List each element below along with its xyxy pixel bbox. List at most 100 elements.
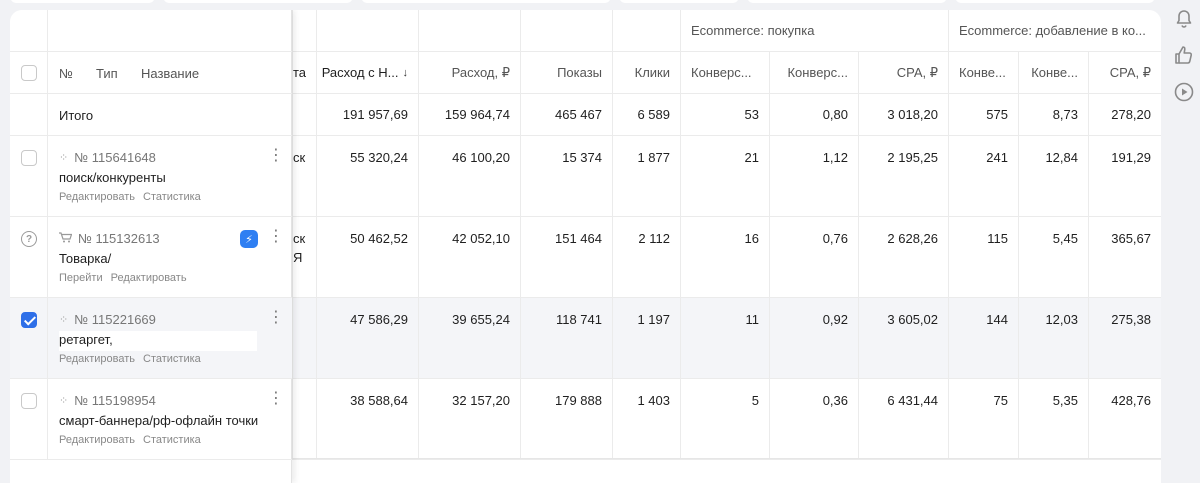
campaign-id: № 115132613 (59, 231, 160, 246)
cell-conversions-cart: 144 (948, 298, 1018, 378)
toolbar-pill[interactable] (619, 0, 739, 3)
header-spend-nds-label: Расход с Н... (321, 65, 399, 80)
cell-conversion-rate-purchase: 0,76 (769, 217, 858, 297)
row-fragment: ск Я (292, 217, 316, 297)
header-number[interactable]: № (59, 66, 73, 81)
campaign-row-selected[interactable]: ⁘ № 115221669 ретаргет, Редактировать Ст… (10, 298, 292, 379)
header-clicks[interactable]: Клики (612, 52, 680, 93)
header-fragment: та (292, 52, 316, 93)
cell-clicks: 2 112 (612, 217, 680, 297)
go-link[interactable]: Перейти (59, 272, 103, 284)
more-menu-icon[interactable]: ⋮ (268, 228, 284, 245)
campaign-row[interactable]: ? № 115132613 Товарка/ Перейти Редактиро… (10, 217, 292, 298)
cell-spend-nds: 47 586,29 (316, 298, 418, 378)
horizontal-scrollbar[interactable] (10, 458, 1161, 459)
campaign-actions: Редактировать Статистика (59, 353, 201, 365)
column-header-row: та Расход с Н... ↓ Расход, ₽ Показы Клики… (10, 52, 1161, 94)
toolbar-pill[interactable] (10, 0, 155, 3)
campaign-id: ⁘ № 115641648 (59, 150, 156, 165)
header-conversions-purchase[interactable]: Конверс... (680, 52, 769, 93)
header-name[interactable]: Название (141, 66, 200, 81)
cell-impressions: 15 374 (520, 136, 612, 216)
campaign-row[interactable]: ⁘ № 115198954 смарт-баннера/рф-офлайн то… (10, 379, 292, 460)
more-menu-icon[interactable]: ⋮ (268, 390, 284, 407)
row-checkbox[interactable] (21, 393, 37, 409)
total-spend-nds: 191 957,69 (316, 94, 418, 135)
total-label: Итого (59, 108, 94, 123)
select-all-checkbox[interactable] (21, 65, 37, 81)
cell-cpa-cart: 428,76 (1088, 379, 1161, 459)
cell-conversion-rate-cart: 12,03 (1018, 298, 1088, 378)
cell-clicks: 1 403 (612, 379, 680, 459)
smart-campaign-icon: ⁘ (59, 152, 69, 164)
row-checkbox[interactable] (21, 150, 37, 166)
campaign-name[interactable]: поиск/конкуренты (59, 170, 166, 185)
toolbar-pill[interactable] (361, 0, 611, 3)
campaign-table: Ecommerce: покупка Ecommerce: добавление… (10, 10, 1161, 483)
campaign-id: ⁘ № 115221669 (59, 312, 156, 327)
campaign-name[interactable]: смарт-баннера/рф-офлайн точки (59, 413, 259, 428)
header-conversion-rate-purchase[interactable]: Конверс... (769, 52, 858, 93)
header-spend-nds[interactable]: Расход с Н... ↓ (316, 52, 418, 93)
sticky-name-column: № Тип Название Итого ⁘ № 115641648 поиск… (10, 10, 292, 483)
bell-icon[interactable] (1173, 8, 1195, 30)
edit-link[interactable]: Редактировать (59, 353, 135, 365)
stats-link[interactable]: Статистика (143, 353, 201, 365)
cell-impressions: 179 888 (520, 379, 612, 459)
toolbar-pill[interactable] (747, 0, 947, 3)
header-impressions[interactable]: Показы (520, 52, 612, 93)
table-row[interactable]: ск 55 320,24 46 100,20 15 374 1 877 21 1… (10, 136, 1161, 217)
cell-spend: 32 157,20 (418, 379, 520, 459)
toolbar-pill[interactable] (163, 0, 353, 3)
header-spend[interactable]: Расход, ₽ (418, 52, 520, 93)
campaign-id: ⁘ № 115198954 (59, 393, 156, 408)
campaign-name[interactable]: ретаргет, (59, 332, 113, 347)
row-checkbox-checked[interactable] (21, 312, 37, 328)
header-type[interactable]: Тип (96, 66, 118, 81)
campaign-row[interactable]: ⁘ № 115641648 поиск/конкуренты Редактиро… (10, 136, 292, 217)
stats-link[interactable]: Статистика (143, 434, 201, 446)
lightning-icon[interactable]: ⚡ (240, 230, 258, 248)
cell-conversion-rate-purchase: 1,12 (769, 136, 858, 216)
more-menu-icon[interactable]: ⋮ (268, 309, 284, 326)
campaign-name[interactable]: Товарка/ (59, 251, 112, 266)
left-group-header (10, 10, 292, 52)
cell-spend-nds: 50 462,52 (316, 217, 418, 297)
more-menu-icon[interactable]: ⋮ (268, 147, 284, 164)
toolbar-pill[interactable] (955, 0, 1155, 3)
total-row: 191 957,69 159 964,74 465 467 6 589 53 0… (10, 94, 1161, 136)
edit-link[interactable]: Редактировать (59, 434, 135, 446)
cell-cpa-purchase: 2 195,25 (858, 136, 948, 216)
smart-campaign-icon: ⁘ (59, 395, 69, 407)
table-row[interactable]: 38 588,64 32 157,20 179 888 1 403 5 0,36… (10, 379, 1161, 460)
cell-cpa-purchase: 2 628,26 (858, 217, 948, 297)
thumbs-up-icon[interactable] (1173, 44, 1195, 66)
table-row[interactable]: ск Я 50 462,52 42 052,10 151 464 2 112 1… (10, 217, 1161, 298)
cell-impressions: 151 464 (520, 217, 612, 297)
cell-clicks: 1 197 (612, 298, 680, 378)
edit-link[interactable]: Редактировать (110, 272, 187, 284)
cell-conversions-purchase: 5 (680, 379, 769, 459)
stats-link[interactable]: Статистика (143, 191, 201, 203)
header-cpa-purchase[interactable]: CPA, ₽ (858, 52, 948, 93)
sort-desc-icon[interactable]: ↓ (402, 66, 409, 79)
cell-spend-nds: 55 320,24 (316, 136, 418, 216)
campaign-actions: Перейти Редактировать (59, 272, 187, 284)
side-toolbar (1168, 0, 1200, 483)
cell-cpa-cart: 275,38 (1088, 298, 1161, 378)
cell-conversions-purchase: 21 (680, 136, 769, 216)
play-icon[interactable] (1173, 81, 1195, 103)
total-cpa-cart: 278,20 (1088, 94, 1161, 135)
cell-conversions-cart: 115 (948, 217, 1018, 297)
cell-spend: 39 655,24 (418, 298, 520, 378)
header-conversion-rate-cart[interactable]: Конве... (1018, 52, 1088, 93)
cell-conversions-cart: 241 (948, 136, 1018, 216)
help-icon[interactable]: ? (21, 231, 37, 247)
cell-spend-nds: 38 588,64 (316, 379, 418, 459)
header-conversions-cart[interactable]: Конве... (948, 52, 1018, 93)
edit-link[interactable]: Редактировать (59, 191, 135, 203)
left-column-header: № Тип Название (10, 52, 292, 94)
total-conversion-rate-cart: 8,73 (1018, 94, 1088, 135)
total-clicks: 6 589 (612, 94, 680, 135)
header-cpa-cart[interactable]: CPA, ₽ (1088, 52, 1161, 93)
